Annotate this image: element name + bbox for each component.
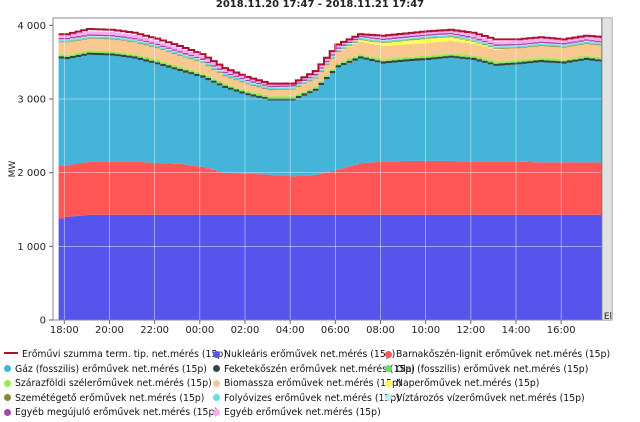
legend-item: Naperőművek net.mérés (15p) [385,376,539,391]
legend-item: Szárazföldi szélerőművek net.mérés (15p) [4,376,212,391]
legend-item: Egyéb megújuló erőművek net.mérés (15p) [4,405,218,420]
legend-item: Víztározós vízerőművek net.mérés (15p) [385,391,585,406]
legend-item: Barnakőszén-lignit erőművek net.mérés (1… [385,347,610,362]
legend-line-swatch [4,352,18,354]
legend-label: Egyéb megújuló erőművek net.mérés (15p) [15,407,218,418]
legend-color-dot [213,365,220,372]
stacked-area-chart: 0 1 000 2 000 3 000 4 000 MW 18:00 20:00 22:00 00… [8,17,640,336]
legend-color-dot [213,379,220,387]
chart-legend: Erőművi szumma term. tip. net.mérés (15p… [0,345,640,422]
x-tick-label: 02:00 [231,325,260,336]
legend-label: Naperőművek net.mérés (15p) [396,378,540,389]
legend-color-dot [385,350,392,358]
legend-label: Feketekőszén erőművek net.mérés (15p) [224,363,415,375]
legend-item: Biomassza erőművek net.mérés (15p) [213,376,401,391]
legend-item: Feketekőszén erőművek net.mérés (15p) [213,362,415,377]
x-tick-label: 00:00 [185,325,214,336]
x-tick-label: 14:00 [502,325,531,336]
x-tick-label: 18:00 [50,325,79,336]
chart-title: 2018.11.20 17:47 - 2018.11.21 17:47 [215,0,425,10]
legend-item: Gáz (fosszilis) erőművek net.mérés (15p) [4,362,207,377]
legend-item: Folyóvizes erőművek net.mérés (15p) [213,391,400,406]
area-series-2 [58,160,602,219]
legend-color-dot [4,408,11,416]
forecast-label: Előrejelzés [604,311,640,322]
area-series-3 [58,54,602,177]
x-tick-label: 08:00 [366,325,395,336]
legend-label: Erőművi szumma term. tip. net.mérés (15p… [22,349,227,360]
legend-color-dot [4,394,11,401]
y-axis-label: MW [8,161,18,178]
x-tick-label: 22:00 [140,325,169,336]
legend-label: Barnakőszén-lignit erőművek net.mérés (1… [396,349,611,360]
legend-color-dot [213,394,220,401]
forecast-region [601,18,612,320]
legend-label: Folyóvizes erőművek net.mérés (15p) [224,392,400,404]
x-tick-label: 12:00 [456,325,485,336]
x-tick-label: 10:00 [411,325,440,336]
legend-label: Olaj (fosszilis) erőművek net.mérés (15p… [396,363,589,375]
legend-color-dot [213,408,220,416]
y-tick-label: 0 [40,316,46,327]
x-tick-label: 04:00 [276,325,305,336]
legend-color-dot [213,350,220,358]
legend-color-dot [385,394,392,401]
area-series-1 [58,214,602,320]
legend-color-dot [4,379,11,387]
x-tick-label: 20:00 [95,325,124,336]
y-tick-label: 3 000 [17,95,46,106]
y-tick-label: 4 000 [17,21,46,32]
area-series-7 [58,38,602,97]
legend-color-dot [4,365,11,372]
legend-color-dot [385,379,392,387]
legend-item: Erőművi szumma term. tip. net.mérés (15p… [4,347,227,362]
y-tick-label: 1 000 [17,242,46,253]
legend-label: Gáz (fosszilis) erőművek net.mérés (15p) [15,363,207,375]
legend-label: Víztározós vízerőművek net.mérés (15p) [396,392,585,404]
x-tick-label: 16:00 [547,325,576,336]
legend-item: Olaj (fosszilis) erőművek net.mérés (15p… [385,362,588,377]
legend-item: Nukleáris erőművek net.mérés (15p) [213,347,395,362]
y-tick-label: 2 000 [17,168,46,179]
legend-label: Nukleáris erőművek net.mérés (15p) [224,349,396,360]
legend-item: Egyéb erőművek net.mérés (15p) [213,405,381,420]
legend-label: Szemétégető erőművek net.mérés (15p) [15,392,205,404]
legend-label: Egyéb erőművek net.mérés (15p) [224,407,381,418]
legend-label: Szárazföldi szélerőművek net.mérés (15p) [15,378,212,389]
x-tick-label: 06:00 [321,325,350,336]
legend-item: Szemétégető erőművek net.mérés (15p) [4,391,204,406]
legend-label: Biomassza erőművek net.mérés (15p) [224,378,402,389]
legend-color-dot [385,365,392,372]
